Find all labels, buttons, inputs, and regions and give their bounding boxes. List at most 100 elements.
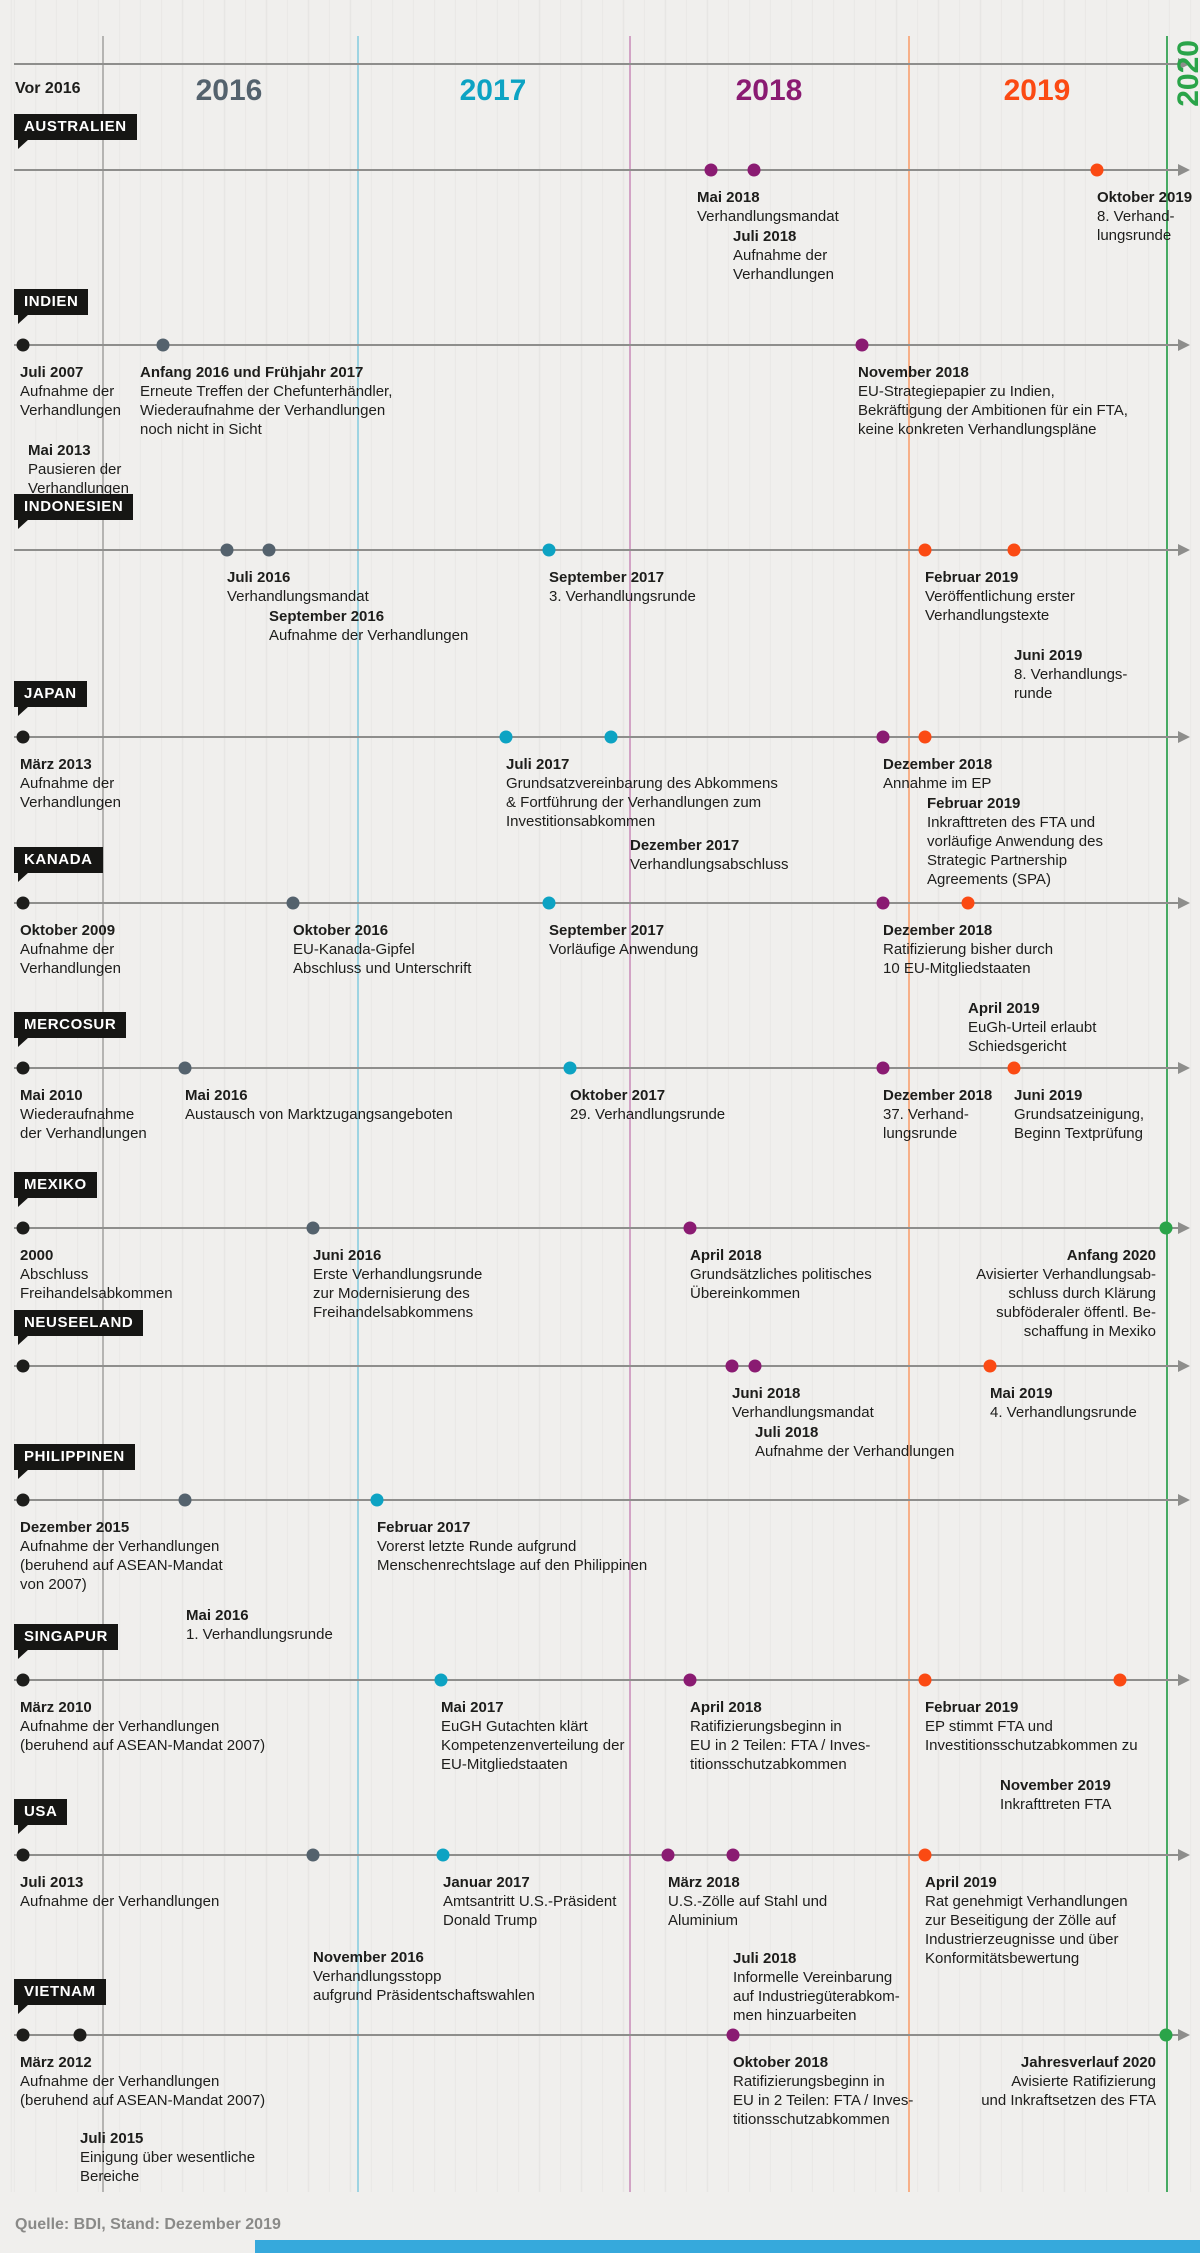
event-dot-singapur <box>683 1673 697 1687</box>
header-axis-line <box>14 63 1178 65</box>
event-description-line: Aufnahme der <box>20 775 115 792</box>
event-label-japan: Februar 2019 Inkrafttreten des FTA und vor… <box>927 794 1103 889</box>
event-description-line: Aufnahme der Verhandlungen <box>755 1443 955 1460</box>
event-description-line: Verhandlungen <box>28 480 129 497</box>
event-date: Mai 2018 <box>697 189 760 206</box>
event-label-usa: Januar 2017 Amtsantritt U.S.-Präsident Don… <box>443 1873 616 1930</box>
event-description-line: Avisierter Verhandlungsab- <box>976 1266 1156 1283</box>
country-tag-mercosur: MERCOSUR <box>14 1012 127 1047</box>
header-axis-line-arrow <box>1178 58 1190 70</box>
event-date: Dezember 2018 <box>883 1087 993 1104</box>
event-description-line: Verhandlungstexte <box>925 607 1050 624</box>
event-label-indien: Juli 2007 Aufnahme der Verhandlungen <box>20 363 121 420</box>
event-dot-indien <box>16 338 30 352</box>
event-description-line: von 2007) <box>20 1576 87 1593</box>
event-description-line: Freihandelsabkommen <box>20 1285 173 1302</box>
event-date: Dezember 2015 <box>20 1519 130 1536</box>
event-label-indonesien: September 2016 Aufnahme der Verhandlungen <box>269 607 468 645</box>
event-description-line: schluss durch Klärung <box>1008 1285 1156 1302</box>
event-description-line: EuGh-Urteil erlaubt <box>968 1019 1097 1036</box>
event-description-line: EU-Kanada-Gipfel <box>293 941 415 958</box>
event-description-line: Amtsantritt U.S.-Präsident <box>443 1893 617 1910</box>
event-description-line: Abschluss <box>20 1266 89 1283</box>
event-description-line: men hinzuarbeiten <box>733 2007 857 2024</box>
event-date: Anfang 2020 <box>1066 1247 1156 1264</box>
event-dot-mexiko <box>306 1221 320 1235</box>
event-dot-mercosur <box>1007 1061 1021 1075</box>
event-date: April 2019 <box>968 1000 1040 1017</box>
event-date: November 2016 <box>313 1949 424 1966</box>
event-dot-indonesien <box>1007 543 1021 557</box>
event-description-line: Aufnahme der Verhandlungen <box>269 627 469 644</box>
event-description-line: Menschenrechtslage auf den Philippinen <box>377 1557 648 1574</box>
event-description-line: 4. Verhandlungsrunde <box>990 1404 1137 1421</box>
event-description-line: lungsrunde <box>1097 227 1172 244</box>
event-date: Mai 2013 <box>28 442 91 459</box>
event-label-singapur: April 2018 Ratifizierungsbeginn in EU in 2… <box>690 1698 870 1774</box>
year-gridline-2019 <box>908 36 910 2192</box>
event-date: Juli 2018 <box>755 1424 819 1441</box>
year-label-2020: 2020 <box>1172 40 1200 107</box>
timeline-indien-arrow <box>1178 339 1190 351</box>
event-label-kanada: Oktober 2016 EU-Kanada-Gipfel Abschluss un… <box>293 921 471 978</box>
event-description-line: Verhandlungsabschluss <box>630 856 789 873</box>
event-date: März 2010 <box>20 1699 92 1716</box>
event-description-line: Einigung über wesentliche <box>80 2149 256 2166</box>
event-dot-indien <box>855 338 869 352</box>
event-description-line: Aufnahme der Verhandlungen <box>20 2073 220 2090</box>
event-description-line: Aluminium <box>668 1912 739 1929</box>
event-description-line: EU-Strategiepapier zu Indien, <box>858 383 1055 400</box>
event-description-line: Grundsätzliches politisches <box>690 1266 872 1283</box>
event-dot-mexiko <box>16 1221 30 1235</box>
event-dot-kanada <box>286 896 300 910</box>
country-tag-philippinen: PHILIPPINEN <box>14 1444 135 1479</box>
pre-2016-column-label: Vor 2016 <box>15 80 81 97</box>
event-date: Februar 2019 <box>927 795 1021 812</box>
event-description-line: Aufnahme der <box>733 247 828 264</box>
event-dot-japan <box>604 730 618 744</box>
year-gridline-2018 <box>629 36 631 2192</box>
event-label-kanada: April 2019 EuGh-Urteil erlaubt Schiedsgeri… <box>968 999 1096 1056</box>
event-label-japan: Dezember 2017 Verhandlungsabschluss <box>630 836 788 874</box>
event-label-kanada: September 2017 Vorläufige Anwendung <box>549 921 698 959</box>
event-description-line: Industrierzeugnisse und über <box>925 1931 1119 1948</box>
event-label-vietnam: Juli 2015 Einigung über wesentliche Bereic… <box>80 2129 255 2186</box>
event-description-line: Aufnahme der <box>20 941 115 958</box>
event-description-line: keine konkreten Verhandlungspläne <box>858 421 1097 438</box>
event-description-line: titionsschutzabkommen <box>733 2111 890 2128</box>
event-description-line: aufgrund Präsidentschaftswahlen <box>313 1987 535 2004</box>
event-label-vietnam: Jahresverlauf 2020 Avisierte Ratifizierun… <box>981 2053 1156 2110</box>
event-date: Mai 2017 <box>441 1699 504 1716</box>
event-date: Mai 2019 <box>990 1385 1053 1402</box>
event-description-line: Rat genehmigt Verhandlungen <box>925 1893 1128 1910</box>
event-description-line: Wiederaufnahme <box>20 1106 135 1123</box>
event-description-line: EU-Mitgliedstaaten <box>441 1756 568 1773</box>
event-description-line: Ratifizierungsbeginn in <box>690 1718 842 1735</box>
event-date: Mai 2010 <box>20 1087 83 1104</box>
event-dot-kanada <box>542 896 556 910</box>
event-description-line: Verhandlungsmandat <box>697 208 839 225</box>
background-pinstripes <box>0 0 1200 2192</box>
event-date: Dezember 2018 <box>883 756 993 773</box>
year-label-2018: 2018 <box>735 74 803 107</box>
event-description-line: Annahme im EP <box>883 775 992 792</box>
event-date: Oktober 2017 <box>570 1087 666 1104</box>
event-dot-australien <box>704 163 718 177</box>
event-description-line: Austausch von Marktzugangsangeboten <box>185 1106 453 1123</box>
event-label-usa: März 2018 U.S.-Zölle auf Stahl und Alumini… <box>668 1873 827 1930</box>
event-dot-usa <box>918 1848 932 1862</box>
timeline-kanada-arrow <box>1178 897 1190 909</box>
event-description-line: 3. Verhandlungsrunde <box>549 588 696 605</box>
timeline-vietnam <box>14 2034 1178 2036</box>
event-dot-neuseeland <box>725 1359 739 1373</box>
event-label-australien: Juli 2018 Aufnahme der Verhandlungen <box>733 227 834 284</box>
event-description-line: der Verhandlungen <box>20 1125 147 1142</box>
event-label-indien: Anfang 2016 und Frühjahr 2017 Erneute Tre… <box>140 363 392 439</box>
event-date: Juli 2013 <box>20 1874 84 1891</box>
event-dot-philippinen <box>370 1493 384 1507</box>
event-dot-neuseeland <box>748 1359 762 1373</box>
year-gridline-2020 <box>1166 36 1168 2192</box>
event-description-line: & Fortführung der Verhandlungen zum <box>506 794 762 811</box>
event-description-line: Kompetenzenverteilung der <box>441 1737 625 1754</box>
event-description-line: Grundsatzvereinbarung des Abkommens <box>506 775 778 792</box>
